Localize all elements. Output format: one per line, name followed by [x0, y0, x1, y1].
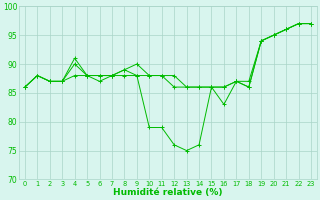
X-axis label: Humidité relative (%): Humidité relative (%)	[113, 188, 223, 197]
